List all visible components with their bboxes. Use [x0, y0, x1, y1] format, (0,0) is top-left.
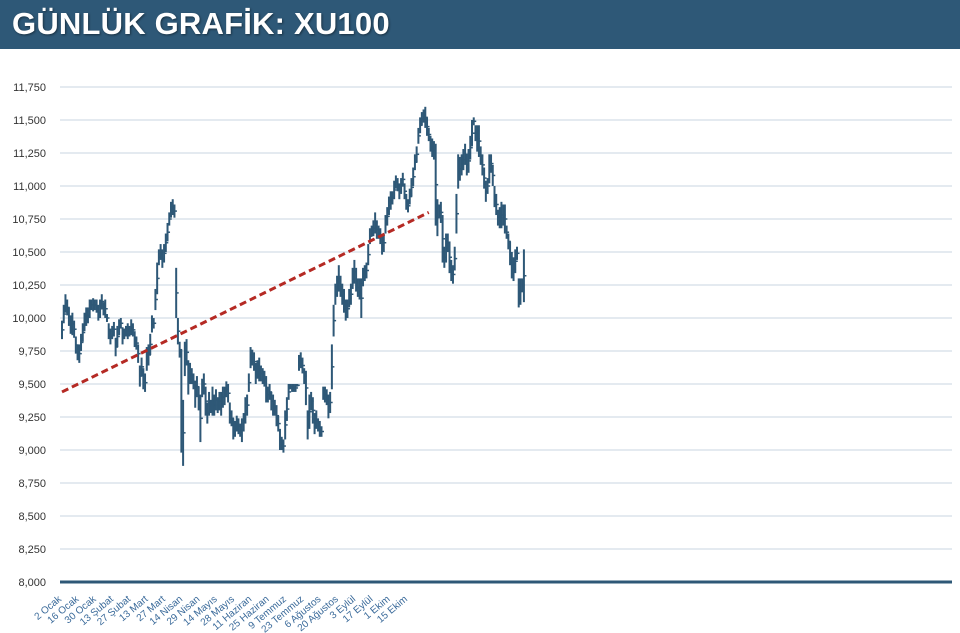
- y-tick-label: 11,250: [13, 148, 46, 160]
- y-tick-label: 10,750: [12, 214, 46, 226]
- y-tick-label: 11,000: [13, 181, 46, 193]
- y-tick-label: 8,750: [18, 478, 46, 490]
- chart-header: GÜNLÜK GRAFİK: XU100: [0, 0, 960, 49]
- y-tick-label: 8,000: [18, 577, 46, 589]
- y-tick-label: 11,500: [13, 115, 46, 127]
- y-tick-label: 9,500: [18, 379, 46, 391]
- chart-title: GÜNLÜK GRAFİK: XU100: [12, 6, 390, 41]
- y-tick-label: 10,250: [12, 280, 46, 292]
- trend-line: [61, 211, 430, 394]
- y-tick-label: 8,500: [18, 511, 46, 523]
- y-tick-label: 11,750: [13, 82, 46, 94]
- y-tick-label: 10,000: [12, 313, 46, 325]
- y-tick-label: 10,500: [12, 247, 46, 259]
- y-tick-label: 8,250: [18, 544, 46, 556]
- y-tick-label: 9,250: [18, 412, 46, 424]
- y-tick-label: 9,000: [18, 445, 46, 457]
- y-tick-label: 9,750: [18, 346, 46, 358]
